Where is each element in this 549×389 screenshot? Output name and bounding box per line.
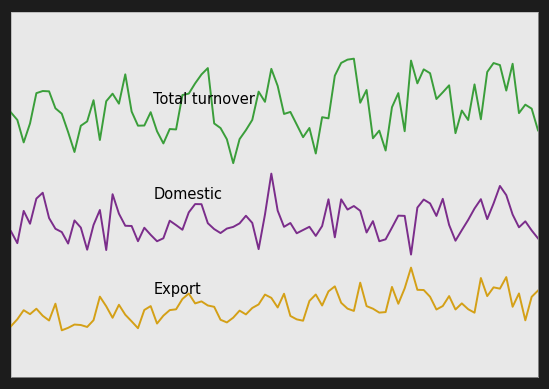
Text: Export: Export xyxy=(153,282,201,297)
Text: Total turnover: Total turnover xyxy=(153,92,255,107)
Text: Domestic: Domestic xyxy=(153,187,222,202)
